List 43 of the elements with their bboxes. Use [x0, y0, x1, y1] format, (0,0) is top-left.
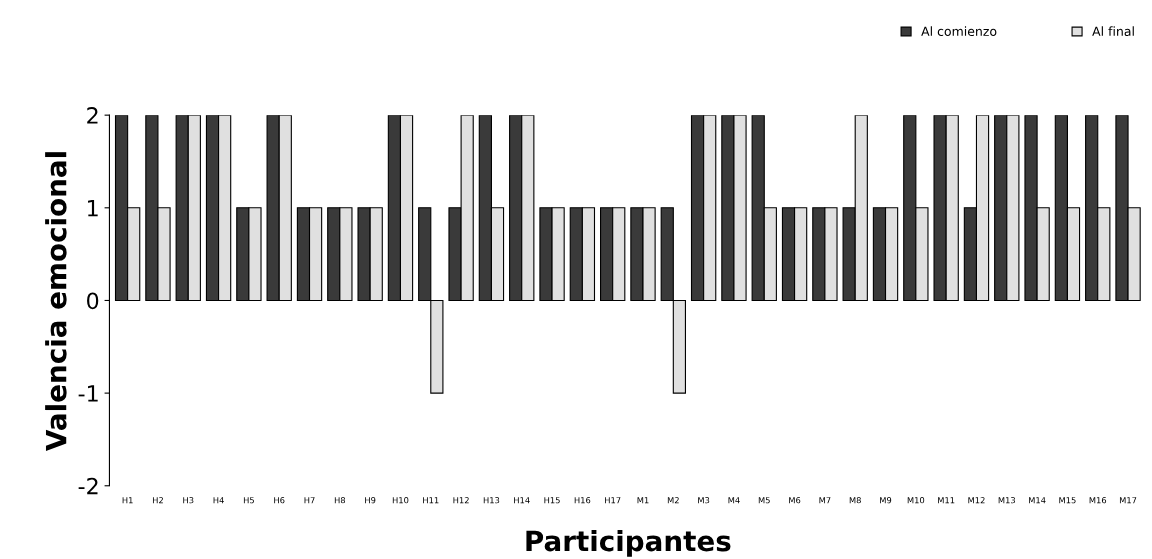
x-tick-label: H7 [304, 497, 315, 504]
x-tick-label: H14 [514, 497, 530, 504]
x-axis-title: Participantes [526, 529, 731, 557]
x-tick-label: M14 [1029, 497, 1046, 504]
legend-label: Al comienzo [921, 26, 997, 37]
x-tick-label: M3 [698, 497, 710, 504]
x-tick-label: H13 [483, 497, 500, 504]
y-tick-label: 1 [88, 200, 98, 217]
x-tick-label: H4 [213, 497, 224, 504]
x-tick-label: M11 [938, 497, 955, 504]
x-tick-label: H17 [605, 497, 621, 504]
y-axis-title: Valencia emocional [45, 152, 67, 451]
x-tick-label: M1 [637, 497, 649, 504]
x-tick-label: M9 [880, 497, 892, 504]
x-tick-label: M12 [968, 497, 985, 504]
x-tick-label: H11 [423, 497, 439, 504]
y-tick-label: 0 [87, 292, 99, 310]
x-tick-label: H15 [544, 497, 560, 504]
x-tick-label: M4 [728, 497, 740, 504]
x-tick-label: H8 [334, 497, 346, 504]
x-tick-label: M15 [1059, 497, 1076, 504]
x-tick-label: M13 [998, 497, 1016, 504]
x-tick-label: H5 [243, 497, 254, 504]
x-tick-label: H16 [574, 497, 591, 504]
x-tick-label: H1 [122, 497, 133, 504]
x-tick-label: H10 [392, 497, 409, 504]
x-tick-label: M17 [1119, 497, 1137, 504]
y-tick-label: -2 [78, 477, 98, 495]
x-tick-label: H6 [274, 497, 285, 504]
x-tick-label: H3 [183, 497, 194, 504]
y-tick-label: -1 [78, 385, 98, 402]
x-tick-label: H2 [152, 497, 163, 504]
y-tick-label: 2 [87, 107, 98, 124]
x-tick-label: M5 [758, 497, 770, 504]
legend-label: Al final [1092, 26, 1134, 37]
x-tick-label: M6 [789, 497, 801, 504]
x-tick-label: H12 [453, 497, 469, 504]
x-tick-label: H9 [365, 497, 376, 504]
x-tick-label: M10 [907, 497, 925, 504]
x-tick-label: M8 [849, 497, 861, 504]
x-tick-label: M2 [667, 497, 679, 504]
x-tick-label: M7 [819, 497, 831, 504]
x-tick-label: M16 [1089, 497, 1107, 504]
